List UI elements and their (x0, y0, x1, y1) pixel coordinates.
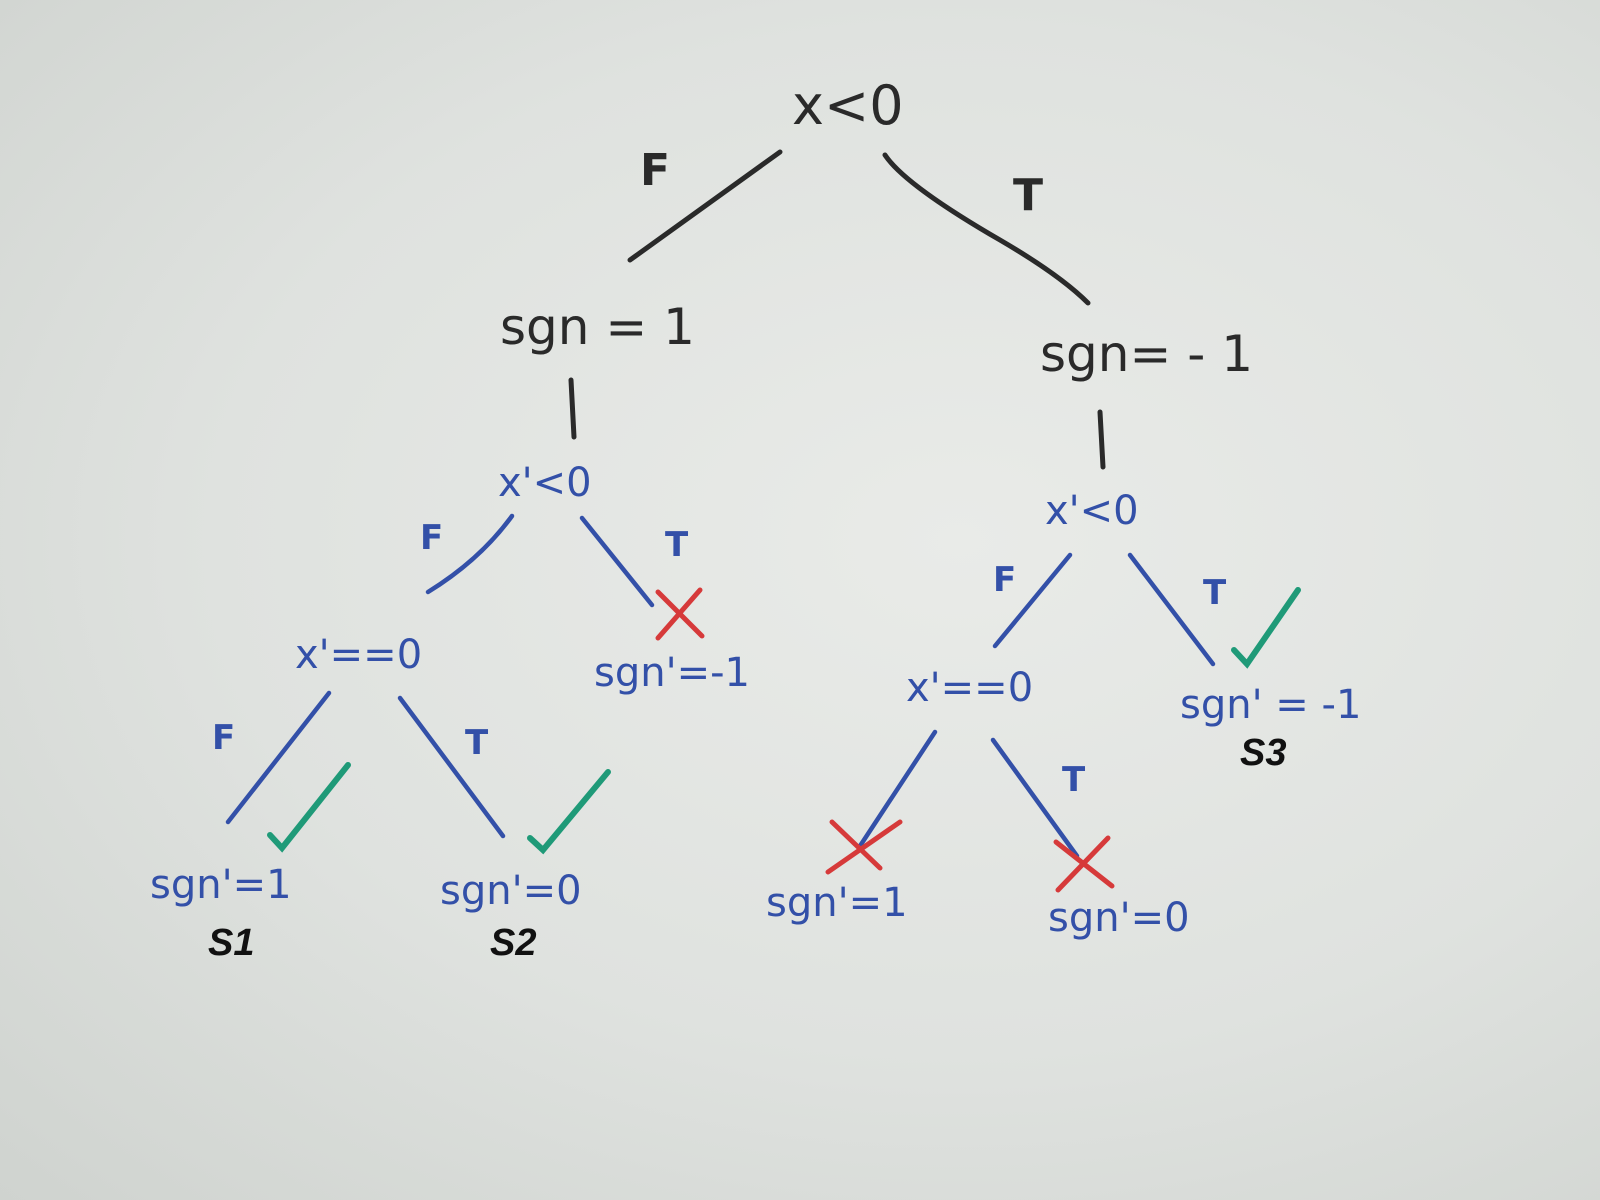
solution-label-s3: S3 (1240, 732, 1287, 774)
edge-right-eq-true (990, 737, 1080, 859)
check-icon (267, 762, 351, 853)
node-right-assign: sgn= - 1 (1040, 325, 1254, 383)
cross-icon (1053, 835, 1115, 893)
node-left-eq-test: x'==0 (295, 632, 423, 678)
node-left-test: x'<0 (498, 460, 592, 506)
cross-icon (655, 587, 705, 641)
edge-label-right-test-true: T (1203, 573, 1227, 613)
edge-label-left-test-true: T (665, 525, 689, 565)
edge-label-left-test-false: F (420, 518, 444, 558)
node-left-assign: sgn = 1 (500, 298, 695, 356)
edge-left-assign-down (568, 377, 577, 440)
node-right-eq-test: x'==0 (906, 665, 1034, 711)
edge-left-test-true (579, 515, 655, 608)
node-right-false-false-leaf: sgn'=1 (766, 880, 908, 926)
edge-label-root-true: T (1013, 170, 1044, 221)
edge-right-test-true (1127, 552, 1216, 667)
node-right-test: x'<0 (1045, 488, 1139, 534)
node-root: x<0 (792, 74, 904, 137)
check-icon (1231, 587, 1301, 669)
solution-label-s1: S1 (208, 922, 255, 964)
check-icon (527, 769, 611, 855)
solution-label-s2: S2 (490, 922, 537, 964)
node-leaf-s1: sgn'=1 (150, 862, 292, 908)
edge-left-eq-false (225, 690, 332, 825)
edge-label-left-eq-false: F (212, 718, 236, 758)
node-leaf-s3: sgn' = -1 (1180, 682, 1362, 728)
node-left-true-leaf: sgn'=-1 (594, 650, 750, 696)
edge-label-right-test-false: F (993, 560, 1017, 600)
node-right-false-true-leaf: sgn'=0 (1048, 895, 1190, 941)
edge-label-left-eq-true: T (465, 723, 489, 763)
edge-left-eq-true (397, 695, 506, 839)
edge-right-assign-down (1097, 409, 1106, 470)
edge-root-false (627, 149, 783, 263)
edge-right-eq-false (857, 729, 938, 849)
edge-root-true (882, 152, 1091, 306)
edge-label-right-eq-true: T (1062, 760, 1086, 800)
node-leaf-s2: sgn'=0 (440, 868, 582, 914)
cross-icon (825, 819, 903, 875)
edge-right-test-false (992, 552, 1073, 649)
edge-left-test-false (425, 513, 515, 595)
edge-label-root-false: F (640, 145, 671, 196)
